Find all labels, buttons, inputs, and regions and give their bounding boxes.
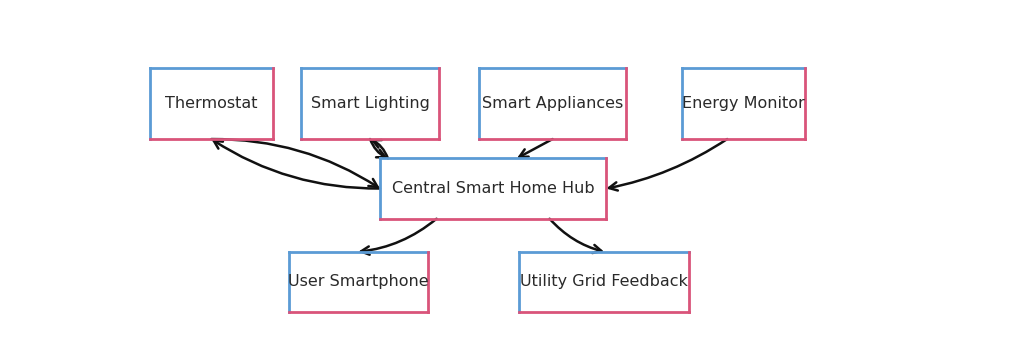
Text: Energy Monitor: Energy Monitor [682, 96, 805, 111]
Text: Thermostat: Thermostat [165, 96, 258, 111]
Text: Smart Appliances: Smart Appliances [482, 96, 624, 111]
Text: User Smartphone: User Smartphone [288, 275, 428, 290]
Text: Smart Lighting: Smart Lighting [310, 96, 429, 111]
Text: Central Smart Home Hub: Central Smart Home Hub [392, 181, 594, 196]
Text: Utility Grid Feedback: Utility Grid Feedback [520, 275, 688, 290]
